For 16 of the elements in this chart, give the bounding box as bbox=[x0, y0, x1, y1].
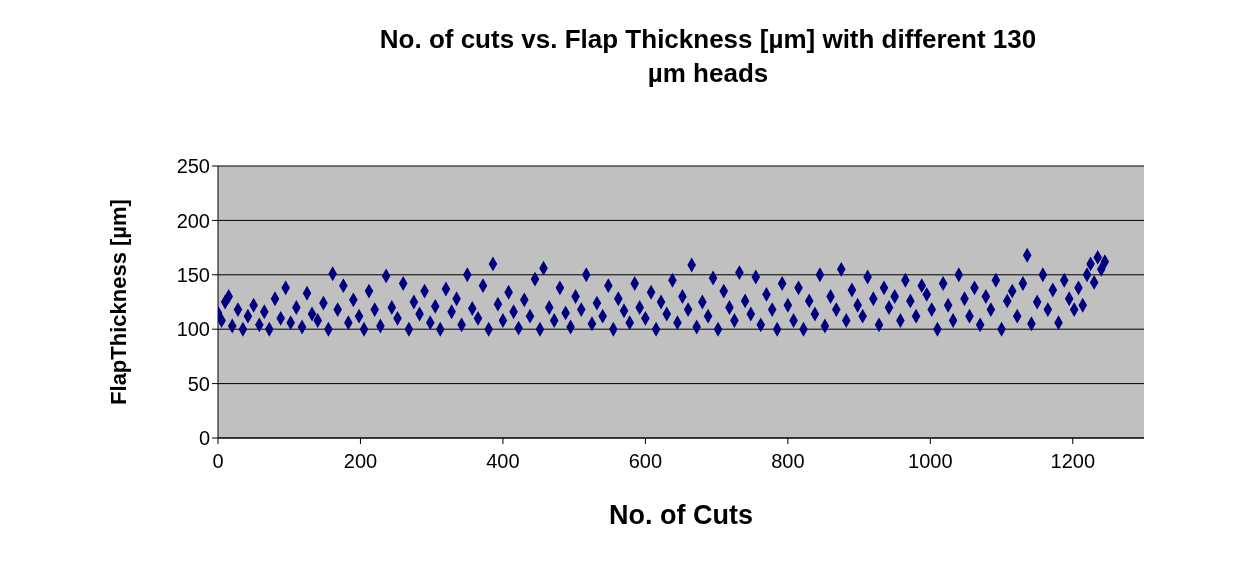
y-tick-label: 250 bbox=[176, 155, 210, 178]
y-axis-title: FlapThickness [µm] bbox=[105, 199, 131, 405]
chart-title: No. of cuts vs. Flap Thickness [µm] with different 130 µm heads bbox=[378, 23, 1038, 90]
y-tick-label: 200 bbox=[176, 209, 210, 232]
x-tick-label: 600 bbox=[628, 450, 663, 473]
x-tick-label: 1000 bbox=[908, 450, 953, 473]
x-tick-label: 400 bbox=[486, 450, 520, 473]
x-tick-label: 0 bbox=[212, 450, 224, 473]
y-tick-label: 150 bbox=[176, 263, 210, 286]
x-tick-label: 1200 bbox=[1050, 450, 1096, 473]
x-axis-title: No. of Cuts bbox=[609, 500, 753, 530]
y-tick-label: 0 bbox=[198, 427, 210, 450]
y-tick-label: 100 bbox=[176, 318, 210, 341]
x-tick-label: 200 bbox=[343, 450, 378, 473]
x-tick-label: 800 bbox=[771, 450, 805, 473]
y-tick-label: 50 bbox=[187, 372, 210, 395]
